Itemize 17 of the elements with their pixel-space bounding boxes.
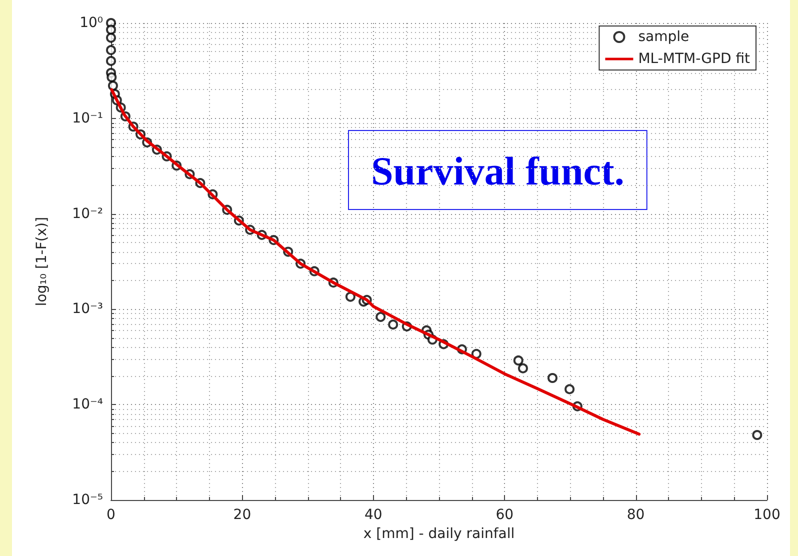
x-tick-label: 80 [626,507,645,523]
y-tick-label: 10⁻³ [72,301,103,318]
y-tick-label: 10⁻⁴ [72,396,104,413]
legend-label: ML-MTM-GPD fit [638,51,751,67]
x-axis-title: x [mm] - daily rainfall [363,526,515,542]
y-tick-label: 10⁻¹ [72,110,103,126]
x-tick-label: 60 [496,507,514,523]
annotation: Survival funct. [371,148,624,194]
y-tick-label: 10⁻⁵ [72,492,103,508]
y-tick-label: 10⁰ [80,15,104,31]
x-tick-label: 40 [364,507,382,523]
x-tick-label: 100 [754,507,780,523]
x-tick-label: 0 [106,507,116,523]
y-axis-title: log₁₀ [1-F(x)] [34,216,50,306]
x-tick-label: 20 [233,507,252,523]
legend-label: sample [638,29,690,45]
y-tick-label: 10⁻² [72,206,103,222]
